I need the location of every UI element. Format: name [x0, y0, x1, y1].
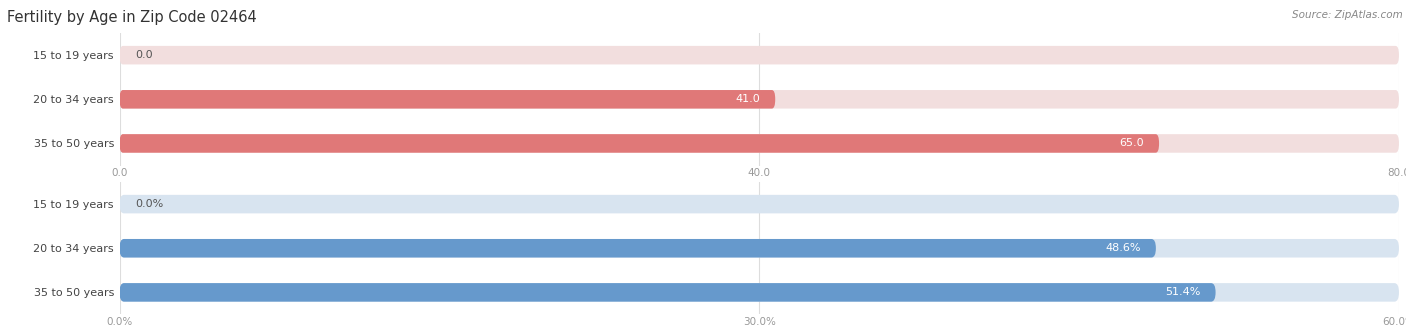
- FancyBboxPatch shape: [120, 239, 1399, 258]
- Text: 0.0%: 0.0%: [135, 199, 163, 209]
- Text: Fertility by Age in Zip Code 02464: Fertility by Age in Zip Code 02464: [7, 10, 257, 25]
- FancyBboxPatch shape: [120, 239, 1156, 258]
- FancyBboxPatch shape: [120, 283, 1399, 302]
- FancyBboxPatch shape: [120, 195, 1399, 213]
- Text: 51.4%: 51.4%: [1164, 287, 1201, 297]
- FancyBboxPatch shape: [120, 283, 1216, 302]
- Text: 48.6%: 48.6%: [1105, 243, 1140, 253]
- FancyBboxPatch shape: [120, 46, 1399, 65]
- Text: 41.0: 41.0: [735, 94, 759, 104]
- Text: 0.0: 0.0: [135, 50, 152, 60]
- FancyBboxPatch shape: [120, 90, 1399, 109]
- FancyBboxPatch shape: [120, 90, 775, 109]
- Text: 65.0: 65.0: [1119, 138, 1143, 148]
- FancyBboxPatch shape: [120, 134, 1399, 153]
- Text: Source: ZipAtlas.com: Source: ZipAtlas.com: [1292, 10, 1403, 20]
- FancyBboxPatch shape: [120, 134, 1159, 153]
